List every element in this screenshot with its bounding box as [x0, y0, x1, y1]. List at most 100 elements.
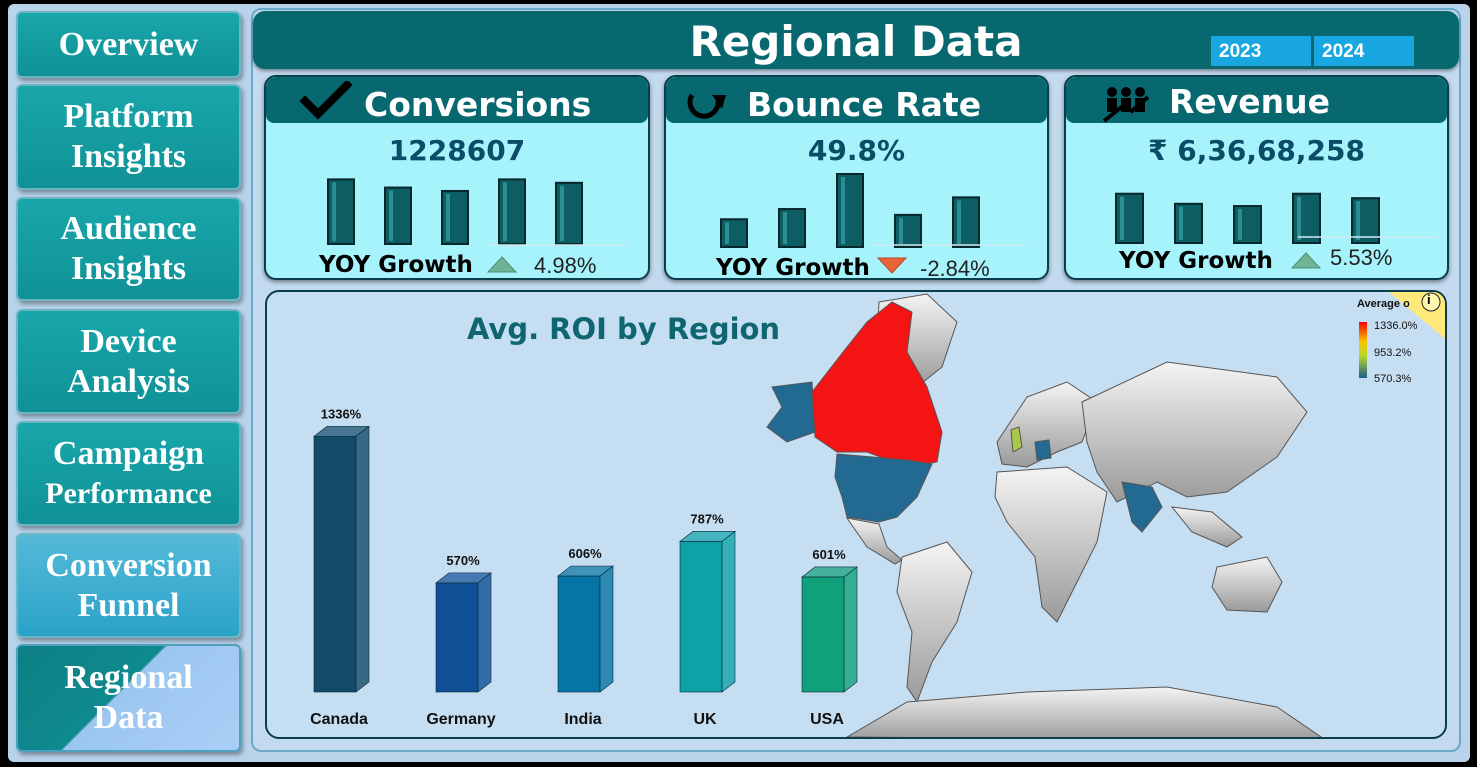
kpi-yoy-label: YOY Growth	[1119, 248, 1273, 274]
kpi-mini-bar-highlight	[957, 200, 961, 244]
kpi-mini-bar-highlight	[899, 217, 903, 244]
kpi-card-revenue: Revenue ₹ 6,36,68,258 YOY Growth 5.53%	[1064, 75, 1449, 280]
trend-down-icon	[876, 257, 908, 274]
kpi-mini-bar	[384, 186, 412, 245]
kpi-mini-chart	[327, 178, 628, 273]
kpi-mini-chart	[1115, 192, 1438, 269]
kpi-title: Bounce Rate	[747, 85, 982, 124]
roi-bar-side	[843, 566, 858, 693]
year-2023-button[interactable]: 2023	[1211, 36, 1311, 66]
roi-bar-side	[477, 572, 492, 693]
roi-category-label: Canada	[310, 711, 368, 728]
kpi-yoy-value: 5.53%	[1330, 245, 1393, 270]
kpi-card-conversions: Conversions 1228607 YOY Growth 4.98%	[264, 75, 650, 280]
map-legend-gradient	[1359, 322, 1367, 378]
roi-category-label: USA	[810, 711, 844, 728]
roi-data-label: 601%	[812, 547, 846, 562]
map-uk	[1010, 426, 1023, 453]
kpi-mini-bar-highlight	[1297, 196, 1301, 240]
nav-conversion-funnel-button[interactable]: Conversion Funnel	[16, 533, 241, 638]
kpi-mini-bar	[952, 196, 980, 248]
roi-bar[interactable]	[557, 575, 601, 693]
map-canada	[811, 301, 943, 468]
nav-device-analysis-button[interactable]: Device Analysis	[16, 309, 241, 414]
kpi-value: ₹ 6,36,68,258	[1148, 134, 1365, 167]
kpi-mini-bar	[498, 178, 526, 245]
nav-regional-data-button[interactable]: Regional Data	[16, 644, 241, 752]
page-header: Regional Data 2023 2024	[253, 11, 1459, 69]
nav-label-line1: Platform	[63, 98, 194, 135]
map-legend-mid: 953.2%	[1374, 347, 1412, 359]
kpi-title: Conversions	[364, 85, 592, 124]
roi-data-label: 606%	[568, 546, 602, 561]
nav-label-line2: Analysis	[67, 362, 190, 400]
nav-platform-insights-button[interactable]: Platform Insights	[16, 84, 241, 190]
nav-label-line2: Performance	[45, 476, 212, 510]
roi-data-label: 787%	[690, 511, 724, 526]
kpi-mini-bar	[894, 213, 922, 249]
roi-bar-side	[355, 425, 370, 693]
kpi-mini-bar	[778, 208, 806, 248]
kpi-mini-bar-highlight	[389, 190, 393, 241]
roi-data-label: 570%	[446, 553, 480, 568]
kpi-yoy-value: -2.84%	[920, 256, 990, 280]
page-title: Regional Data	[689, 17, 1023, 66]
kpi-mini-bar-highlight	[1120, 196, 1124, 240]
trend-up-icon	[1290, 252, 1322, 269]
refresh-arrow-icon	[687, 93, 726, 119]
kpi-card-bounce-rate: Bounce Rate 49.8% YOY Growth -2.84%	[664, 75, 1049, 280]
kpi-mini-bar-highlight	[725, 222, 729, 244]
roi-category-label: UK	[693, 711, 717, 728]
roi-bar-side	[599, 565, 614, 693]
nav-campaign-performance-button[interactable]: Campaign Performance	[16, 421, 241, 526]
kpi-mini-bar	[720, 218, 748, 248]
nav-audience-insights-button[interactable]: Audience Insights	[16, 197, 241, 301]
kpi-mini-bar-highlight	[1179, 206, 1183, 240]
kpi-mini-bar-highlight	[783, 212, 787, 244]
nav-label-line2: Insights	[70, 250, 187, 287]
kpi-mini-bar-highlight	[332, 182, 336, 241]
roi-bar-top	[435, 572, 492, 584]
roi-bar-top	[679, 531, 736, 542]
roi-bar[interactable]	[801, 576, 845, 693]
roi-bar[interactable]	[313, 435, 357, 693]
people-growth-icon	[1102, 87, 1150, 123]
roi-data-label: 1336%	[321, 406, 362, 421]
nav-label-line1: Audience	[60, 210, 197, 247]
roi-bar-side	[721, 530, 736, 693]
nav-label-line1: Device	[80, 322, 177, 360]
kpi-mini-bar-highlight	[560, 185, 564, 241]
kpi-mini-bar-highlight	[503, 182, 507, 241]
nav-label-line1: Campaign	[52, 434, 205, 472]
kpi-card-header	[666, 77, 1047, 123]
kpi-mini-bar	[555, 181, 583, 246]
year-2024-button[interactable]: 2024	[1314, 36, 1414, 66]
kpi-mini-bar-highlight	[841, 177, 845, 244]
kpi-value: 49.8%	[807, 134, 906, 167]
nav-label-line1: Regional	[64, 659, 193, 696]
info-corner[interactable]	[1389, 292, 1447, 342]
roi-category-label: India	[564, 711, 601, 728]
world-map[interactable]	[267, 292, 1447, 739]
map-legend-max: 1336.0%	[1374, 320, 1418, 332]
kpi-mini-bar-highlight	[1356, 201, 1360, 240]
kpi-title: Revenue	[1169, 82, 1331, 121]
nav-overview-label: Overview	[58, 25, 199, 63]
nav-overview-button[interactable]: Overview	[16, 11, 241, 78]
kpi-yoy-label: YOY Growth	[319, 252, 473, 278]
kpi-yoy-label: YOY Growth	[716, 255, 870, 280]
nav-label-line1: Conversion	[45, 546, 212, 584]
roi-chart-panel: Avg. ROI by Region 1336% Canada 570% German…	[265, 290, 1447, 739]
roi-category-label: Germany	[426, 711, 495, 728]
kpi-mini-chart	[720, 173, 1026, 274]
map-legend-min: 570.3%	[1374, 373, 1412, 385]
kpi-mini-bar-highlight	[446, 193, 450, 241]
nav-label-line2: Data	[93, 699, 164, 736]
map-india	[1121, 481, 1163, 533]
roi-bar[interactable]	[435, 582, 479, 693]
kpi-mini-bar	[441, 189, 469, 245]
roi-bar[interactable]	[679, 541, 723, 693]
info-icon[interactable]: i	[1427, 292, 1431, 307]
kpi-yoy-value: 4.98%	[534, 253, 597, 278]
check-icon	[300, 81, 352, 120]
